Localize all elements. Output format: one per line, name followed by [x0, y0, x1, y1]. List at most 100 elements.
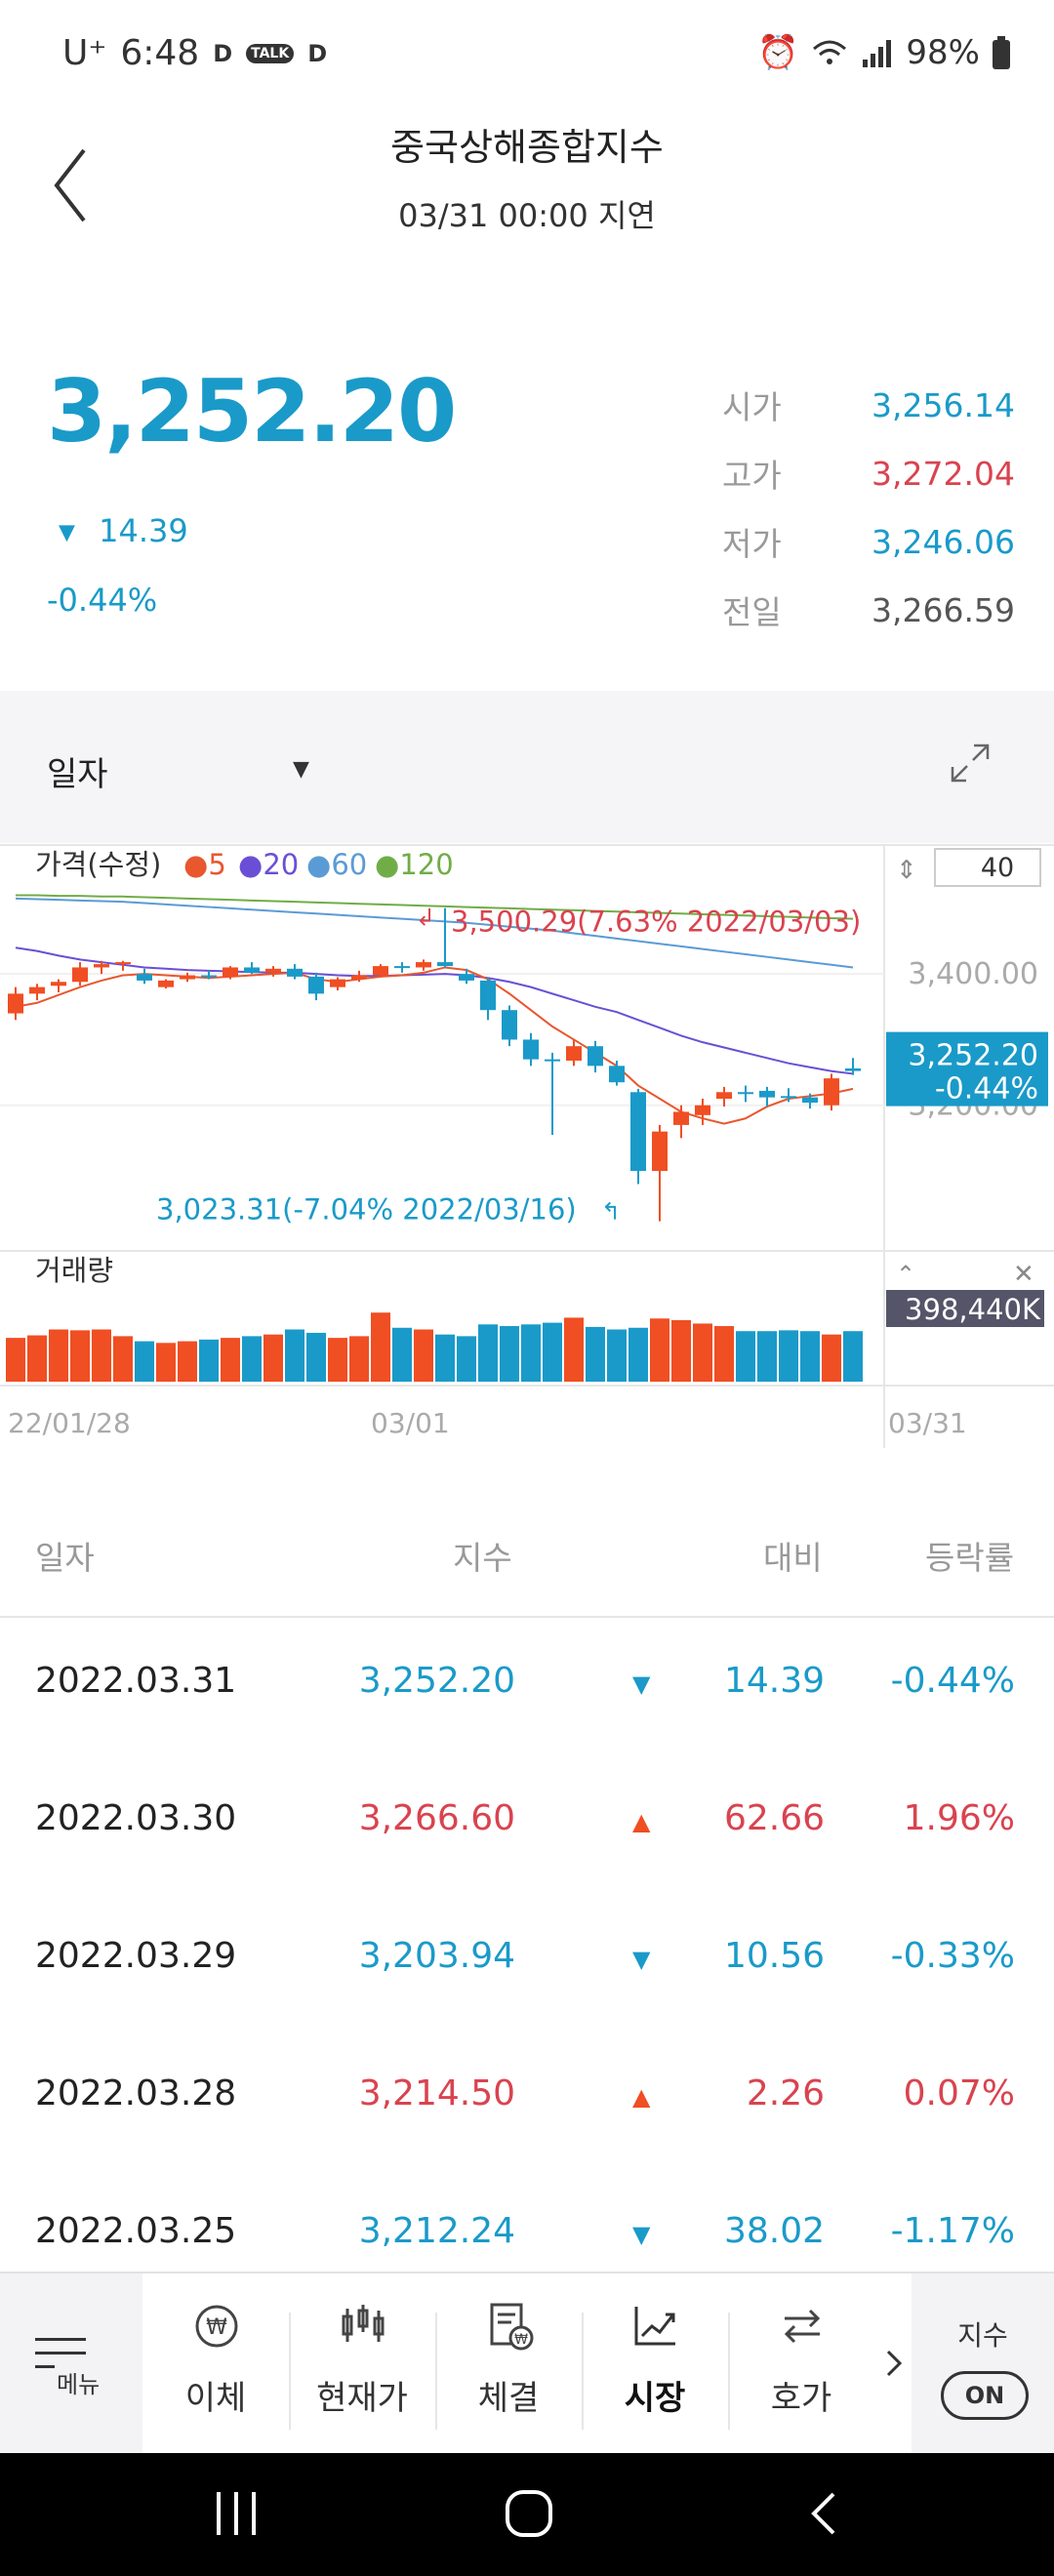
volume-bar [628, 1327, 648, 1382]
volume-bar [714, 1326, 734, 1382]
column-header-index: 지수 [453, 1539, 512, 1577]
volume-bar [199, 1339, 219, 1382]
row-rate: 0.07% [903, 2073, 1015, 2113]
candle [158, 979, 174, 988]
volume-bar [414, 1329, 433, 1382]
table-row[interactable]: 2022.03.30 3,266.60 ▲ 62.66 1.96% [0, 1755, 1054, 1893]
toggle-switch[interactable]: ON [941, 2371, 1029, 2420]
row-date: 2022.03.29 [35, 1936, 237, 1976]
volume-bar [135, 1341, 154, 1382]
volume-bar [435, 1334, 455, 1382]
nav-label: 시장 [624, 2379, 686, 2418]
candle [416, 959, 431, 971]
candle-count-input[interactable] [934, 848, 1041, 887]
candle [502, 1005, 517, 1047]
ohlc-low: 저가 3,246.06 [722, 507, 1015, 576]
nav-transfer[interactable]: ₩ 이체 [142, 2274, 289, 2455]
nav-separator [582, 2313, 584, 2430]
ma120-line [16, 894, 854, 920]
chart-toolbar [0, 691, 1054, 843]
chevron-right-icon[interactable] [882, 2346, 906, 2381]
back-arrow-icon[interactable] [47, 137, 105, 234]
candle [781, 1088, 796, 1103]
column-header-rate: 등락률 [925, 1539, 1015, 1577]
ohlc-high: 고가 3,272.04 [722, 439, 1015, 507]
home-icon[interactable] [504, 2488, 554, 2539]
volume-bar [113, 1336, 133, 1382]
high-annotation: 3,500.29(7.63% 2022/03/03) [451, 906, 861, 939]
period-select[interactable]: 일자 [47, 755, 108, 794]
candle [308, 972, 324, 1001]
candle [480, 977, 496, 1021]
row-diff: 10.56 [723, 1936, 825, 1976]
price-change-percent: -0.44% [47, 582, 158, 619]
volume-bar [178, 1341, 197, 1382]
chevron-down-icon[interactable]: ▼ [293, 757, 309, 782]
ohlc-prev: 전일 3,266.59 [722, 576, 1015, 644]
ohlc-value: 3,256.14 [872, 385, 1015, 424]
volume-bar [92, 1329, 111, 1382]
nav-current-price[interactable]: 현재가 [289, 2274, 435, 2455]
menu-label: 메뉴 [57, 2371, 101, 2398]
page-title: 중국상해종합지수 [390, 126, 664, 169]
down-triangle-icon: ▼ [632, 1946, 651, 1973]
back-nav-icon[interactable] [804, 2488, 843, 2539]
volume-bar [693, 1323, 712, 1382]
candle [459, 968, 474, 985]
candle [51, 979, 66, 993]
close-icon[interactable]: ✕ [1013, 1260, 1034, 1289]
candle [330, 977, 345, 990]
table-row[interactable]: 2022.03.25 3,212.24 ▼ 38.02 -1.17% [0, 2168, 1054, 2306]
volume-scroll-icon[interactable]: ⌃ [896, 1261, 915, 1288]
candle [673, 1105, 689, 1139]
volume-bar [349, 1336, 369, 1382]
volume-marker-value: 398,440K [905, 1293, 1041, 1326]
nav-separator [435, 2313, 437, 2430]
table-header: 일자 지수 대비 등락률 [0, 1473, 1054, 1620]
alarm-icon: ⏰ [757, 33, 799, 72]
ohlc-value: 3,272.04 [872, 454, 1015, 493]
nav-executions[interactable]: ₩ 체결 [435, 2274, 582, 2455]
table-row[interactable]: 2022.03.31 3,252.20 ▼ 14.39 -0.44% [0, 1618, 1054, 1755]
app-notification-icon: D [213, 39, 233, 67]
talk-notification-icon: TALK [246, 43, 295, 63]
table-row[interactable]: 2022.03.28 3,214.50 ▲ 2.26 0.07% [0, 2031, 1054, 2168]
nav-label: 체결 [477, 2379, 540, 2418]
legend-ma20-label: 20 [263, 848, 299, 881]
volume-bar [586, 1326, 605, 1382]
scroll-arrows-icon[interactable]: ⇕ [896, 856, 917, 885]
row-rate: -0.44% [890, 1661, 1015, 1701]
candle [845, 1058, 861, 1075]
candle [759, 1086, 775, 1107]
table-row[interactable]: 2022.03.29 3,203.94 ▼ 10.56 -0.33% [0, 1893, 1054, 2031]
row-rate: -0.33% [890, 1936, 1015, 1976]
row-index: 3,212.24 [358, 2211, 515, 2251]
hamburger-icon [35, 2338, 86, 2368]
menu-button[interactable]: 메뉴 [0, 2274, 142, 2455]
volume-bar [392, 1327, 412, 1382]
volume-bar [779, 1330, 798, 1382]
up-triangle-icon: ▲ [632, 1808, 651, 1835]
candlestick-chart[interactable]: 가격(수정) ●5 ●20 ●60 ●120 ⇕ 40 3,400.00 3,2… [0, 843, 1054, 1448]
high-arrow-icon: ↲ [416, 905, 435, 932]
volume-bar [242, 1336, 262, 1382]
volume-label: 거래량 [35, 1254, 113, 1287]
current-price: 3,252.20 [47, 361, 457, 462]
candle [351, 970, 367, 983]
down-triangle-icon: ▼ [632, 1670, 651, 1698]
recents-icon[interactable] [213, 2488, 260, 2539]
ohlc-label: 전일 [722, 593, 782, 631]
nav-orderbook[interactable]: 호가 [728, 2274, 874, 2455]
row-index: 3,214.50 [358, 2073, 515, 2113]
nav-separator [728, 2313, 730, 2430]
volume-bar [607, 1329, 627, 1382]
row-date: 2022.03.30 [35, 1798, 237, 1838]
legend-ma5-label: 5 [208, 848, 225, 881]
candle [137, 968, 152, 985]
expand-icon[interactable] [947, 740, 993, 786]
index-toggle[interactable]: 지수 ON [912, 2274, 1054, 2455]
candle [695, 1099, 710, 1125]
nav-market[interactable]: 시장 [582, 2274, 728, 2455]
candle [72, 962, 88, 986]
row-date: 2022.03.25 [35, 2211, 237, 2251]
